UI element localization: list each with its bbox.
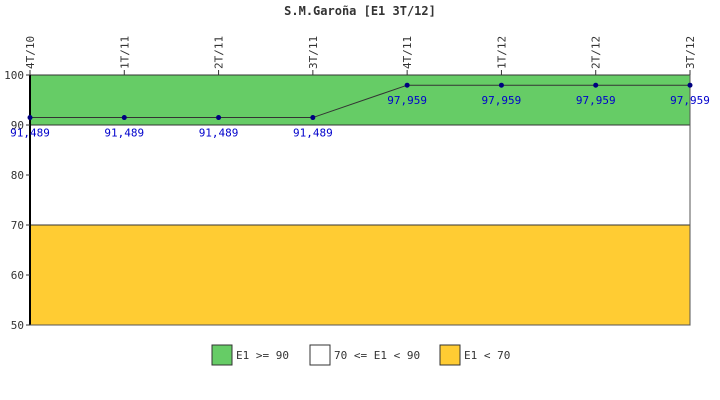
x-tick-label-4: 4T/11 (401, 36, 414, 69)
y-tick-label-2: 70 (11, 219, 24, 232)
legend-swatch-0 (211, 344, 233, 366)
series-line-0 (30, 84, 690, 119)
data-label-2: 91,489 (199, 127, 239, 140)
y-tick-label-1: 60 (11, 269, 24, 282)
data-label-0: 91,489 (10, 127, 50, 140)
legend-label-2: E1 < 70 (464, 349, 510, 362)
data-point-7 (687, 82, 693, 88)
y-tick-label-0: 50 (11, 319, 24, 332)
data-label-3: 91,489 (293, 127, 333, 140)
data-point-4 (404, 82, 410, 88)
band-2 (29, 224, 691, 326)
data-point-5 (498, 82, 504, 88)
band-0 (29, 74, 691, 126)
y-tick-label-3: 80 (11, 169, 24, 182)
x-tick-label-1: 1T/11 (118, 36, 131, 69)
chart-title: S.M.Garoña [E1 3T/12] (284, 4, 436, 18)
data-label-5: 97,959 (482, 94, 522, 107)
legend: E1 >= 90 70 <= E1 < 90 E1 < 70 (211, 344, 510, 366)
y-tick-label-5: 100 (4, 69, 24, 82)
legend-label-0: E1 >= 90 (236, 349, 289, 362)
band-1 (29, 124, 691, 226)
data-label-4: 97,959 (387, 94, 427, 107)
data-point-0 (27, 115, 33, 121)
data-label-7: 97,959 (670, 94, 710, 107)
data-label-1: 91,489 (104, 127, 144, 140)
data-label-6: 97,959 (576, 94, 616, 107)
x-tick-label-6: 2T/12 (590, 36, 603, 69)
threshold-bands (29, 74, 691, 326)
data-point-3 (310, 115, 316, 121)
series-line: 91,489 91,489 91,489 91,489 97,959 97,959 97,9… (10, 82, 710, 140)
legend-swatch-1 (309, 344, 331, 366)
x-tick-label-3: 3T/11 (307, 36, 320, 69)
legend-label-1: 70 <= E1 < 90 (334, 349, 420, 362)
x-tick-label-0: 4T/10 (24, 36, 37, 69)
x-tick-label-5: 1T/12 (495, 36, 508, 69)
data-point-6 (593, 82, 599, 88)
legend-swatch-2 (439, 344, 461, 366)
x-tick-label-2: 2T/11 (213, 36, 226, 69)
data-point-1 (121, 115, 127, 121)
y-tick-label-4: 90 (11, 119, 24, 132)
x-tick-label-7: 3T/12 (684, 36, 697, 69)
data-point-2 (216, 115, 222, 121)
